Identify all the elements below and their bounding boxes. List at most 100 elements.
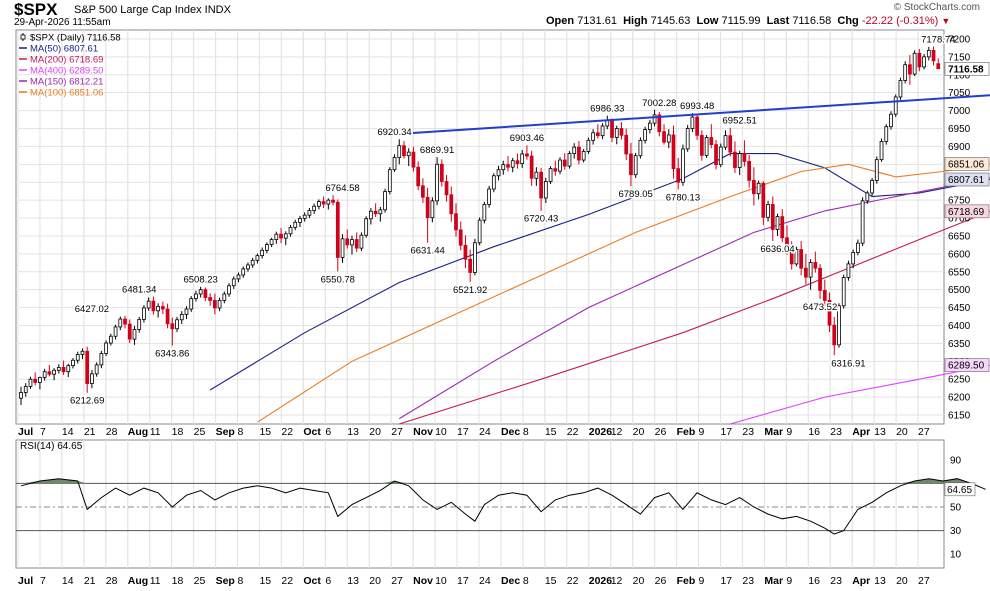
price-tick-label: 6150 [948,411,971,422]
rsi-date-label: 17 [720,575,732,587]
price-tick-label: 6400 [948,321,971,332]
rsi-date-label: 20 [896,575,908,587]
price-date-label: Nov [413,426,433,438]
rsi-date-label: 15 [259,575,271,587]
candle-body [203,289,208,298]
price-annotations: 6212.69 6427.02 6481.34 6343.86 6508.23 6764.… [69,33,957,408]
rsi-tick-label: 30 [950,526,962,537]
price-tick-label: 6750 [948,196,971,207]
candle-body [747,161,752,181]
candle-body [331,199,335,203]
rsi-date-label: 20 [633,575,645,587]
candle-body [387,169,392,192]
low-label: Low [696,15,719,27]
candle-body [699,134,704,156]
candle-body [421,185,425,198]
candle-body [813,262,818,269]
candle-body [685,128,690,150]
rsi-date-label: 25 [194,575,206,587]
candle-body [591,132,595,141]
price-date-label: 21 [84,426,96,438]
brand-label[interactable]: © StockCharts.com [893,2,980,13]
price-tick-label: 6900 [948,142,971,153]
price-date-label: 23 [830,426,842,438]
rsi-legend: RSI(14) 64.65 [20,441,83,452]
candle-body [761,182,766,218]
candle-body [340,238,345,258]
candle-body [851,252,856,265]
trendline [399,94,990,135]
price-annotation: 6993.48 [680,101,714,112]
price-annotation: 6212.69 [70,396,104,407]
price-date-label: 27 [918,426,930,438]
candle-body [572,146,577,154]
candle-body [231,278,236,287]
candle-body [756,182,761,195]
rsi-date-label: 2026 [589,575,613,587]
rsi-date-label: 15 [545,575,557,587]
symbol-title: $SPX [14,0,58,19]
rsi-tick-label: 90 [950,455,962,466]
price-date-label: 14 [62,426,74,438]
candle-body [108,335,113,344]
candle-body [298,218,302,223]
candle-body [671,134,676,170]
candle-body [458,229,463,246]
candle-body [614,128,619,138]
price-annotation: 6789.05 [618,189,652,200]
candle-body [19,392,23,399]
candle-body [142,307,146,320]
open-value: 7131.61 [577,15,617,27]
price-date-label: 12 [611,426,623,438]
candle-body [917,52,922,68]
price-annotation: 6920.34 [377,127,411,138]
candle-body [179,313,184,321]
chg-label: Chg [837,15,859,27]
price-tick-label: 7200 [948,34,971,45]
candle-body [496,169,501,177]
candle-body [695,116,699,136]
moving-average-lines [209,153,990,425]
price-date-label: 16 [808,426,820,438]
ma-line-ma400 [730,364,990,425]
price-date-label: 13 [347,426,359,438]
candle-body [99,353,104,366]
candle-body [274,233,279,240]
candle-body [416,166,421,187]
candlestick-series [19,46,941,406]
price-annotation: 6316.91 [831,358,865,369]
rsi-date-label: 13 [874,575,886,587]
ma-line-ma200 [399,210,990,425]
last-value: 7116.58 [792,15,832,27]
price-annotation: 6720.43 [524,214,558,225]
price-tick-label: 6700 [948,214,971,225]
rsi-date-label: 23 [830,575,842,587]
candle-body [581,151,586,161]
candle-body [250,259,255,266]
candle-body [491,175,496,190]
header-date: 29-Apr-2026 11:55am [14,17,111,28]
candle-body [723,135,728,148]
candle-body [789,249,794,265]
rsi-date-label: 24 [479,575,491,587]
candle-body [90,373,94,384]
candle-body [397,145,402,158]
price-tick-label: 6600 [948,249,971,260]
value-tag-box [944,204,990,219]
candle-body [728,135,733,153]
candle-body [364,218,369,236]
candle-body [780,216,785,239]
candle-body [666,134,671,143]
rsi-date-label: Aug [128,575,148,587]
candle-body [515,160,520,165]
price-tick-label: 6500 [948,285,971,296]
candle-body [198,289,203,295]
candle-body [222,293,227,301]
candle-body [770,204,775,230]
price-grid [15,29,945,425]
candle-body [66,365,71,373]
price-date-axis: Jul 7 14 21 28 Aug 11 18 25 Sep 8 15 22 Oct 6 13 20 27 Nov… [18,426,930,438]
price-tick-label: 7000 [948,106,971,117]
candle-body [827,300,832,326]
